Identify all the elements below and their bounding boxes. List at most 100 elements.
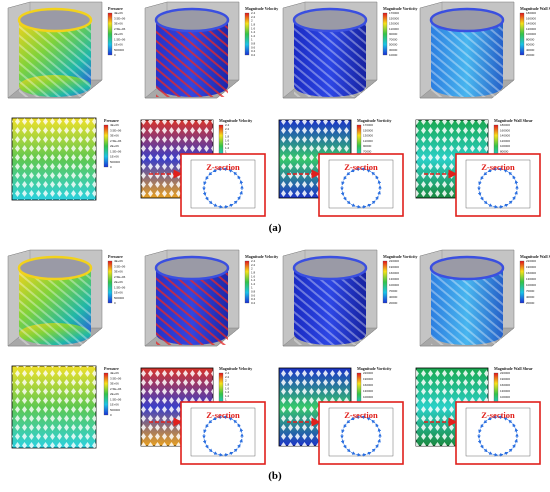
legend-tick: 0: [114, 53, 116, 57]
vector-arrow: [218, 204, 224, 209]
legend-tick: 4E+06: [114, 259, 123, 263]
legend-tick: 100000: [500, 395, 510, 399]
legend-tick: 1E+06: [110, 403, 119, 407]
legend-tick: 80000: [500, 149, 509, 153]
vector-arrow: [351, 203, 356, 207]
legend-tick: 130000: [389, 277, 399, 281]
vector-arrow: [371, 171, 376, 176]
legend-tick: 130000: [363, 134, 373, 138]
vector-arrow: [212, 168, 218, 173]
vector-arrow: [228, 451, 234, 456]
legend-tick: 160000: [363, 383, 373, 387]
vector-arrow: [239, 190, 243, 196]
cylinder-top: [429, 7, 505, 33]
legend-tick: 180000: [526, 11, 536, 15]
legend-tick: 130000: [500, 389, 510, 393]
legend-title: Magnitude Vorticity: [357, 366, 392, 371]
legend-tick: 2: [251, 19, 253, 23]
legend-tick: 160000: [389, 271, 399, 275]
vector-arrow: [239, 438, 243, 444]
vector-arrow: [361, 205, 367, 209]
legend-tick: 100000: [363, 395, 373, 399]
vector-arrow: [493, 204, 499, 209]
legend-tick: 1.2: [251, 34, 256, 38]
vector-arrow: [480, 196, 484, 201]
legend-tick: 3.5E+06: [114, 16, 126, 20]
vector-arrow: [341, 428, 345, 434]
legend-tick: 4E+06: [110, 123, 119, 127]
vector-arrow: [228, 169, 233, 173]
vector-arrow: [361, 453, 367, 457]
legend-tick: 2.2: [225, 375, 230, 379]
vector-arrow: [512, 423, 516, 428]
vector-arrow: [205, 196, 209, 201]
panel-3d: Magnitude Velocity2.42.221.81.61.41.210.…: [144, 249, 278, 347]
legend-tick: 3.5E+06: [110, 128, 122, 132]
vector-arrow: [356, 204, 362, 209]
legend-tick: 190000: [389, 265, 399, 269]
legend-tick: 3E+06: [110, 134, 119, 138]
colorbar: [107, 260, 113, 304]
legend-title: Magnitude Velocity: [245, 254, 278, 259]
vector-arrow: [512, 195, 516, 201]
vector-arrow: [508, 419, 513, 424]
legend-tick: 220000: [389, 259, 399, 263]
legend-tick: 2.4: [225, 123, 230, 127]
vector-arrow: [222, 415, 228, 420]
lattice: [156, 268, 228, 345]
vector-arrow: [514, 179, 519, 185]
inset-label: Z-section: [344, 162, 378, 172]
legend-tick: 1.4: [251, 30, 256, 34]
vector-arrow: [355, 415, 361, 419]
vector-arrow: [508, 200, 513, 205]
legend-tick: 2.2: [225, 127, 230, 131]
legend-tick: 2.5E+06: [114, 275, 126, 279]
legend-tick: 160000: [500, 128, 510, 132]
legend-title: Pressure: [108, 254, 123, 259]
legend-tick: 140000: [526, 22, 536, 26]
legend-tick: 1.4: [225, 390, 230, 394]
vector-arrow: [237, 195, 241, 201]
legend-tick: 70000: [526, 289, 535, 293]
vector-arrow: [480, 175, 484, 181]
legend-tick: 130000: [526, 277, 536, 281]
vector-arrow: [375, 175, 379, 180]
vector-arrow: [237, 443, 241, 449]
vector-arrow: [346, 419, 351, 424]
legend-tick: 1.6: [225, 138, 230, 142]
legend-tick: 2: [225, 131, 227, 135]
lattice-holes: [12, 366, 96, 448]
legend-tick: 2.2: [251, 15, 256, 19]
vector-arrow: [341, 180, 345, 186]
legend-tick: 220000: [363, 371, 373, 375]
legend-tick: 500000: [110, 160, 120, 164]
legend-tick: 1: [225, 150, 227, 154]
vector-arrow: [346, 448, 351, 453]
vector-arrow: [208, 448, 213, 453]
vector-arrow: [233, 171, 238, 176]
vector-arrow: [483, 200, 488, 205]
vector-arrow: [228, 417, 233, 421]
legend-tick: 2.5E+06: [114, 27, 126, 31]
legend-title: Pressure: [108, 6, 123, 11]
vector-arrow: [223, 453, 229, 457]
legend-tick: 0: [110, 165, 112, 169]
vector-arrow: [492, 415, 498, 419]
colorbar: [244, 12, 250, 56]
cylinder-top: [429, 255, 505, 281]
vector-arrow: [343, 196, 347, 201]
lattice: [431, 268, 503, 345]
vector-arrow: [488, 451, 493, 455]
vector-arrow: [498, 205, 504, 209]
vector-arrow: [493, 452, 499, 457]
inset-label: Z-section: [206, 410, 240, 420]
vector-arrow: [371, 448, 376, 453]
legend-tick: 1.4: [251, 278, 256, 282]
legend-tick: 2: [251, 267, 253, 271]
legend-tick: 50000: [389, 43, 398, 47]
vector-arrow: [351, 451, 356, 455]
vector-arrow: [343, 444, 347, 449]
legend-tick: 1.6: [225, 386, 230, 390]
